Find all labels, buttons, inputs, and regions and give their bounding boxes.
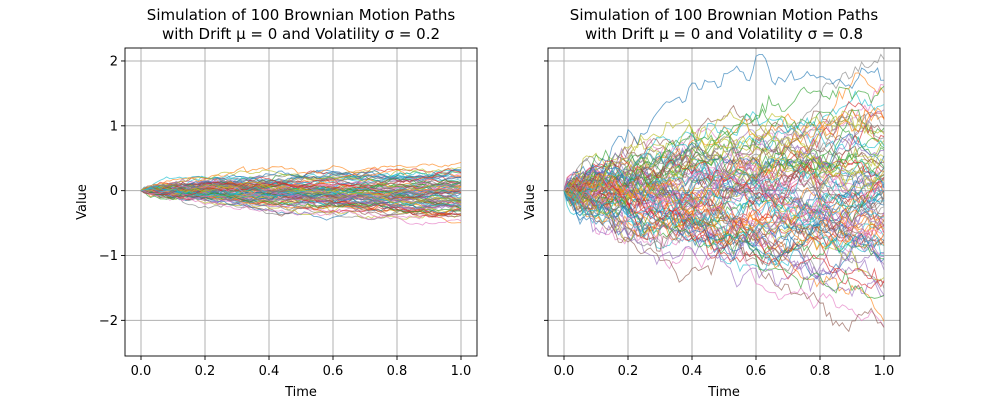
- brownian-path-70: [563, 161, 885, 254]
- brownian-path-88: [140, 187, 462, 213]
- brownian-path-95: [140, 176, 462, 195]
- x-tick-label-3: 0.6: [746, 364, 767, 379]
- brownian-path-91: [563, 107, 885, 229]
- y-tick-label-0: −2: [99, 314, 118, 329]
- brownian-path-51: [563, 174, 885, 234]
- right-x-axis-label: Time: [707, 385, 740, 400]
- brownian-path-79: [563, 116, 885, 206]
- brownian-path-95: [563, 133, 885, 193]
- right-paths: [563, 53, 885, 333]
- left-y-ticks: −2 −1 0 1 2: [99, 54, 125, 329]
- brownian-path-94: [563, 183, 885, 293]
- y-tick-label-3: 1: [110, 119, 118, 134]
- brownian-path-77: [563, 111, 885, 200]
- brownian-path-99: [140, 187, 462, 207]
- x-tick-label-5: 1.0: [874, 364, 895, 379]
- y-tick-label-4: 2: [110, 54, 118, 69]
- brownian-path-94: [140, 188, 462, 211]
- x-tick-label-5: 1.0: [451, 364, 472, 379]
- brownian-path-45: [563, 137, 885, 210]
- brownian-path-93: [563, 172, 885, 288]
- brownian-path-98: [563, 110, 885, 207]
- brownian-path-86: [563, 179, 885, 255]
- brownian-path-62: [563, 85, 885, 191]
- left-paths: [140, 162, 462, 226]
- brownian-path-57: [563, 166, 885, 249]
- brownian-path-40: [563, 133, 885, 207]
- brownian-path-65: [563, 190, 885, 333]
- left-chart-title-line1: Simulation of 100 Brownian Motion Paths: [147, 6, 456, 24]
- brownian-path-76: [140, 190, 462, 226]
- y-tick-label-1: −1: [99, 249, 118, 264]
- brownian-path-67: [563, 153, 885, 206]
- right-x-ticks: 0.0 0.2 0.4 0.6 0.8 1.0: [554, 356, 895, 379]
- brownian-path-80: [563, 165, 885, 211]
- brownian-path-48: [563, 112, 885, 194]
- left-x-ticks: 0.0 0.2 0.4 0.6 0.8 1.0: [131, 356, 472, 379]
- x-tick-label-4: 0.8: [387, 364, 408, 379]
- brownian-path-99: [563, 190, 885, 240]
- right-chart-title-line1: Simulation of 100 Brownian Motion Paths: [570, 6, 879, 24]
- left-chart-title-line2: with Drift μ = 0 and Volatility σ = 0.2: [162, 25, 440, 43]
- right-axes-frame: [547, 47, 901, 357]
- x-tick-label-3: 0.6: [323, 364, 344, 379]
- brownian-path-87: [563, 189, 885, 247]
- left-axes-frame: [124, 47, 478, 357]
- brownian-path-90: [140, 168, 462, 195]
- brownian-path-96: [563, 160, 885, 226]
- x-tick-label-1: 0.2: [195, 364, 216, 379]
- x-tick-label-2: 0.4: [259, 364, 280, 379]
- right-chart-title-line2: with Drift μ = 0 and Volatility σ = 0.8: [585, 25, 863, 43]
- x-tick-label-0: 0.0: [554, 364, 575, 379]
- x-tick-label-4: 0.8: [810, 364, 831, 379]
- brownian-path-92: [563, 190, 885, 299]
- brownian-path-93: [140, 167, 462, 199]
- brownian-path-85: [563, 181, 885, 247]
- brownian-path-91: [140, 162, 462, 192]
- brownian-path-98: [140, 181, 462, 198]
- left-subplot: Simulation of 100 Brownian Motion Paths …: [75, 6, 478, 400]
- left-y-axis-label: Value: [75, 184, 90, 220]
- x-tick-label-0: 0.0: [131, 364, 152, 379]
- right-y-ticks: [544, 60, 548, 321]
- brownian-path-72: [563, 128, 885, 192]
- brownian-path-43: [563, 187, 885, 255]
- right-y-axis-label: Value: [523, 184, 538, 220]
- brownian-path-89: [563, 184, 885, 256]
- brownian-path-76: [563, 177, 885, 253]
- left-x-axis-label: Time: [284, 385, 317, 400]
- brownian-path-60: [140, 169, 462, 192]
- brownian-path-97: [563, 138, 885, 205]
- brownian-path-82: [563, 151, 885, 196]
- brownian-path-84: [563, 160, 885, 261]
- y-tick-label-2: 0: [110, 184, 118, 199]
- brownian-path-97: [140, 183, 462, 201]
- x-tick-label-2: 0.4: [682, 364, 703, 379]
- x-tick-label-1: 0.2: [618, 364, 639, 379]
- brownian-path-77: [140, 187, 462, 216]
- brownian-path-64: [563, 184, 885, 298]
- right-subplot: Simulation of 100 Brownian Motion Paths …: [523, 6, 901, 400]
- brownian-path-60: [563, 54, 885, 194]
- brownian-path-59: [140, 169, 462, 192]
- brownian-path-78: [563, 137, 885, 202]
